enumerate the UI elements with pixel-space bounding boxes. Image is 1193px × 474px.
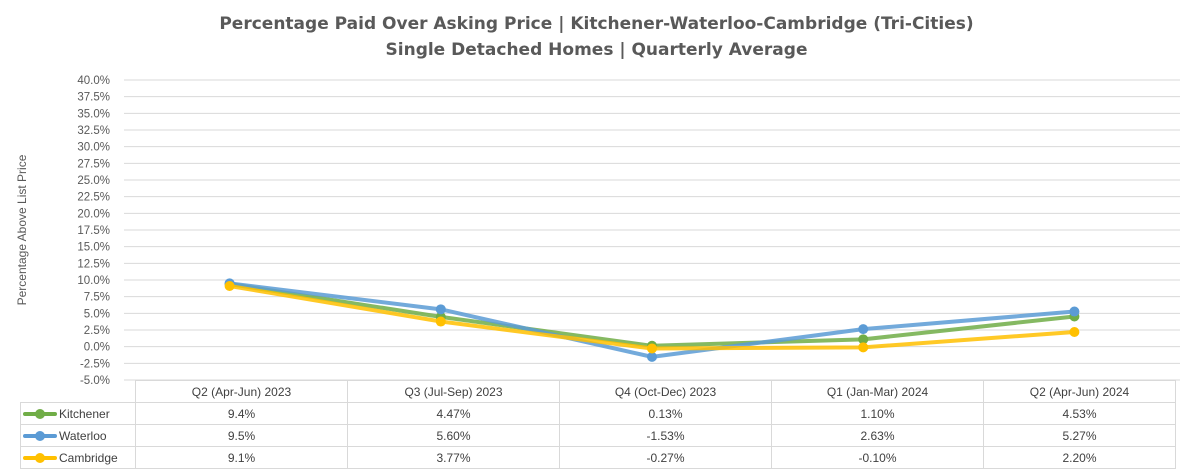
data-point [435,316,446,327]
chart-subtitle: Single Detached Homes | Quarterly Averag… [385,40,808,60]
data-point [224,281,235,291]
legend-key [23,409,57,420]
y-axis-ticks: 40.0% 37.5% 35.0% 32.5% 30.0% 27.5% 25.0% 22.5%… [77,75,110,387]
data-point [647,351,657,362]
data-label: 5.60% [347,424,560,447]
data-table-row: Kitchener 9.4% 4.47% 0.13% 1.10% 4.53% [20,402,1176,425]
legend-label: Cambridge [59,450,118,465]
y-tick-label: 10.0% [77,275,110,287]
series-waterloo [224,278,1080,362]
data-table-header-row: Q2 (Apr-Jun) 2023 Q3 (Jul-Sep) 2023 Q4 (Oc… [20,380,1176,403]
x-category-label: Q3 (Jul-Sep) 2023 [347,380,560,403]
y-tick-label: 35.0% [77,108,110,120]
x-category-label: Q2 (Apr-Jun) 2023 [135,380,348,403]
y-axis-label: Percentage Above List Price [15,154,29,305]
y-tick-label: 40.0% [77,75,110,87]
data-point [858,324,869,335]
y-tick-label: 12.5% [77,258,110,270]
data-label: 4.53% [983,402,1176,425]
data-label: 2.20% [983,446,1176,469]
data-point [1069,327,1080,337]
data-point [647,343,657,354]
chart-title: Percentage Paid Over Asking Price | Kitc… [219,14,974,34]
legend-entry: Waterloo [20,424,136,447]
data-label: 1.10% [771,402,984,425]
y-tick-label: 37.5% [77,92,110,104]
legend-key [23,453,57,464]
series-lines [224,278,1080,362]
y-tick-label: 0.0% [84,342,110,354]
data-label: -0.27% [559,446,772,469]
data-point [435,304,446,315]
data-label: 4.47% [347,402,560,425]
data-label: 2.63% [771,424,984,447]
y-tick-label: 32.5% [77,125,110,137]
data-label: 0.13% [559,402,772,425]
y-tick-label: 30.0% [77,142,110,154]
data-table: Q2 (Apr-Jun) 2023 Q3 (Jul-Sep) 2023 Q4 (Oc… [20,380,1176,469]
x-category-label: Q1 (Jan-Mar) 2024 [771,380,984,403]
data-table-row: Waterloo 9.5% 5.60% -1.53% 2.63% 5.27% [20,424,1176,447]
data-table-corner [20,380,136,403]
series-line [227,284,1077,351]
x-category-label: Q4 (Oct-Dec) 2023 [559,380,772,403]
data-label: -1.53% [559,424,772,447]
data-table-row: Cambridge 9.1% 3.77% -0.27% -0.10% 2.20% [20,446,1176,469]
y-tick-label: 25.0% [77,175,110,187]
y-tick-label: 22.5% [77,192,110,204]
y-tick-label: 17.5% [77,225,110,237]
y-tick-label: 15.0% [77,242,110,254]
data-point [858,334,869,345]
series-line [227,282,1077,348]
y-tick-label: 7.5% [84,292,110,304]
y-tick-label: 2.5% [84,325,110,337]
data-point [1069,306,1080,317]
data-label: -0.10% [771,446,984,469]
data-label: 9.4% [135,402,348,425]
data-label: 3.77% [347,446,560,469]
x-category-label: Q2 (Apr-Jun) 2024 [983,380,1176,403]
series-cambridge [224,281,1080,354]
data-point [858,342,869,353]
legend-label: Waterloo [59,428,107,443]
data-label: 9.5% [135,424,348,447]
y-tick-label: -2.5% [80,358,110,370]
data-label: 9.1% [135,446,348,469]
data-label: 5.27% [983,424,1176,447]
legend-label: Kitchener [59,406,110,421]
legend-key [23,431,57,442]
y-tick-label: 20.0% [77,208,110,220]
y-tick-label: 27.5% [77,158,110,170]
legend-entry: Cambridge [20,446,136,469]
y-tick-label: 5.0% [84,308,110,320]
legend-entry: Kitchener [20,402,136,425]
